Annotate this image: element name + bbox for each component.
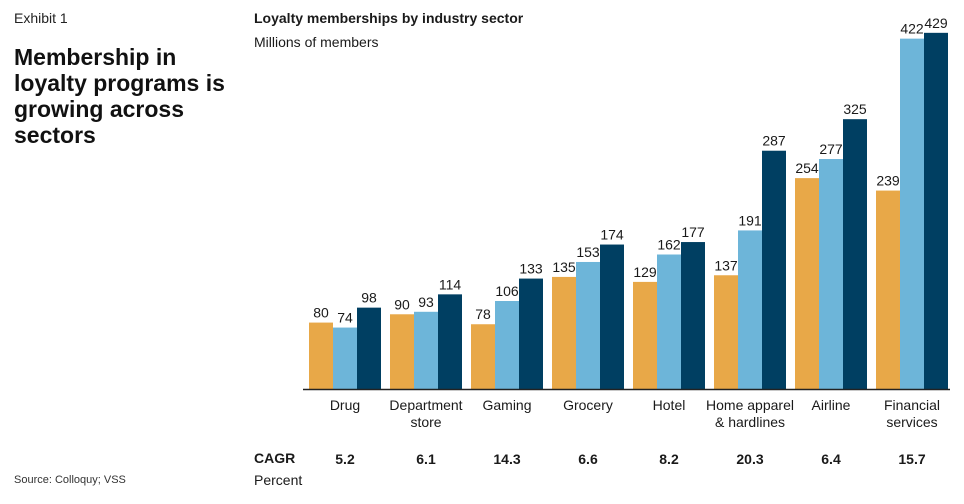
data-label: 129: [633, 264, 657, 280]
data-label: 277: [819, 141, 843, 157]
bar: [471, 324, 495, 389]
data-label: 429: [924, 15, 948, 31]
data-label: 106: [495, 283, 519, 299]
bar: [309, 322, 333, 389]
category-label: Financial services: [884, 397, 940, 430]
cagr-value: 6.4: [821, 451, 841, 467]
data-label: 287: [762, 133, 786, 149]
cagr-value: 15.7: [898, 451, 925, 467]
cagr-value: 20.3: [736, 451, 763, 467]
data-label: 153: [576, 244, 600, 260]
bar: [600, 244, 624, 389]
bar: [552, 276, 576, 389]
source-note: Source: Colloquy; VSS: [14, 474, 126, 486]
data-label: 137: [714, 257, 738, 273]
cagr-value: 8.2: [659, 451, 679, 467]
data-label: 90: [394, 296, 410, 312]
chart-title: Loyalty memberships by industry sector: [254, 10, 524, 26]
category-label: Hotel: [653, 397, 686, 413]
category-label: Home apparel & hardlines: [706, 397, 794, 430]
data-label: 177: [681, 224, 705, 240]
data-label: 254: [795, 160, 819, 176]
exhibit-label: Exhibit 1: [14, 10, 68, 26]
data-label: 93: [418, 294, 434, 310]
data-label: 325: [843, 101, 867, 117]
bar: [519, 278, 543, 389]
data-label: 162: [657, 237, 681, 253]
category-label: Drug: [330, 397, 360, 413]
data-label: 239: [876, 173, 900, 189]
data-label: 80: [313, 305, 329, 321]
cagr-unit: Percent: [254, 472, 303, 488]
category-label: Department store: [389, 397, 462, 430]
cagr-value: 5.2: [335, 451, 355, 467]
bar: [714, 275, 738, 389]
bar: [900, 38, 924, 390]
bar: [795, 178, 819, 389]
page-headline: Membership in loyalty programs is growin…: [14, 44, 225, 148]
cagr-value: 14.3: [493, 451, 520, 467]
bar: [657, 254, 681, 389]
bar: [876, 190, 900, 389]
cagr-value: 6.6: [578, 451, 598, 467]
category-label: Gaming: [482, 397, 531, 413]
data-label: 174: [600, 227, 624, 243]
data-label: 114: [439, 276, 462, 292]
cagr-label: CAGR: [254, 450, 296, 466]
bar: [495, 300, 519, 389]
data-label: 74: [337, 310, 353, 326]
bar: [414, 311, 438, 389]
category-label: Grocery: [563, 397, 613, 413]
bar: [333, 327, 357, 389]
data-label: 135: [552, 259, 576, 275]
bar: [357, 307, 381, 389]
bar: [390, 314, 414, 389]
data-label: 133: [519, 261, 543, 277]
bar: [438, 294, 462, 389]
data-label: 78: [475, 306, 491, 322]
category-label: Airline: [812, 397, 851, 413]
data-label: 191: [738, 212, 762, 228]
data-label: 98: [361, 290, 377, 306]
bar: [681, 242, 705, 389]
bar: [762, 150, 786, 389]
bar: [738, 230, 762, 389]
bar: [633, 281, 657, 389]
cagr-value: 6.1: [416, 451, 436, 467]
chart-subtitle: Millions of members: [254, 34, 379, 50]
data-label: 422: [900, 21, 924, 37]
bar: [843, 119, 867, 390]
bar: [924, 32, 948, 389]
bar: [819, 159, 843, 389]
bar: [576, 261, 600, 389]
